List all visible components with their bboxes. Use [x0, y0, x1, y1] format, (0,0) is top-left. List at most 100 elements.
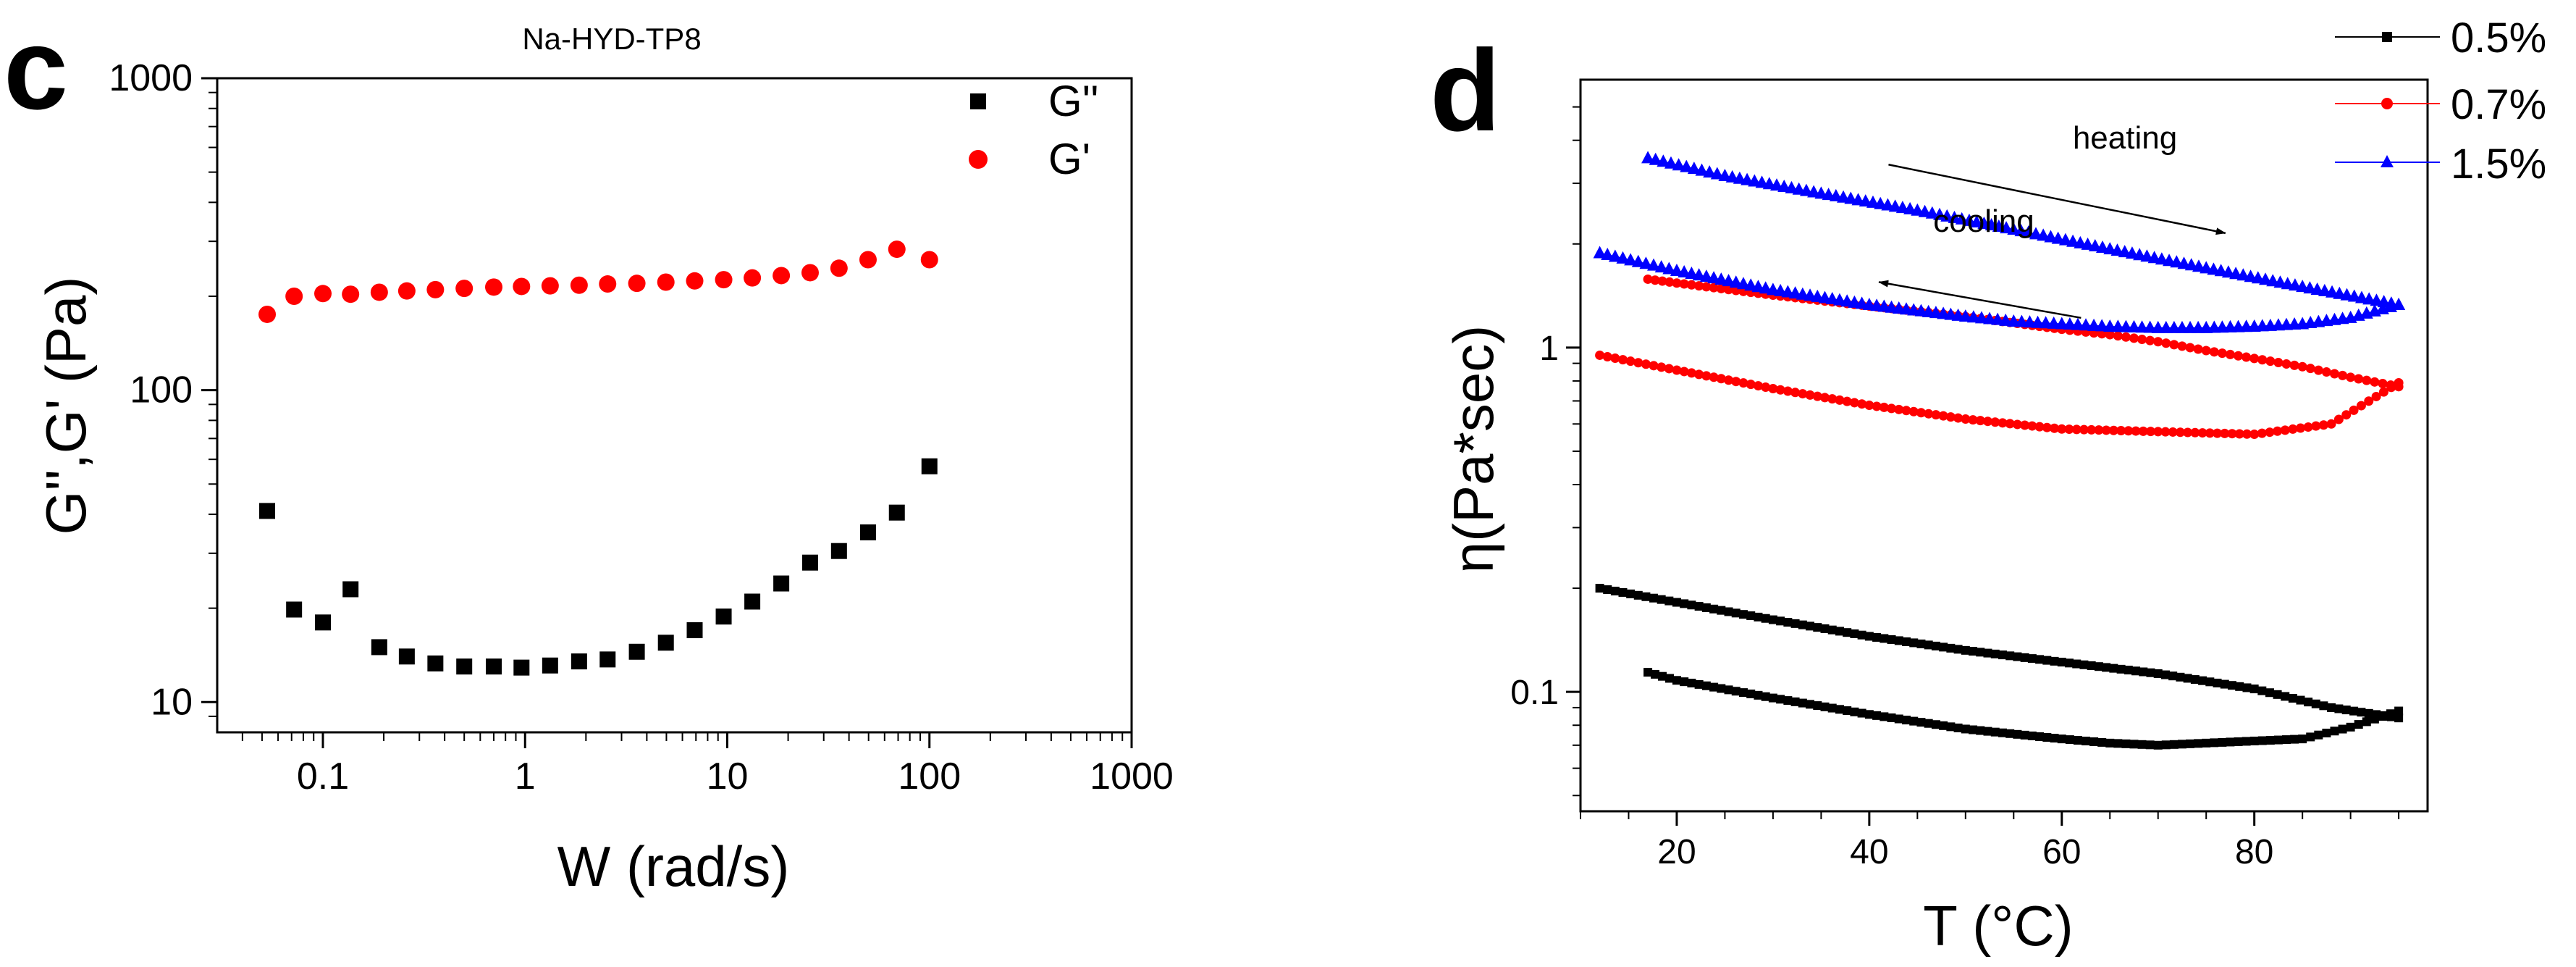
chart-d-point-0 [2386, 709, 2396, 719]
chart-c-y-tick-label: 10 [151, 681, 193, 723]
legend-c-marker-gpp [970, 93, 986, 109]
chart-d-point-2 [1641, 151, 1655, 164]
chart-d-point-1 [2273, 358, 2284, 368]
chart-d-point-1 [2087, 424, 2097, 435]
chart-d-point-1 [2205, 428, 2215, 438]
chart-d-point-0 [1813, 623, 1822, 632]
chart-d-point-0 [1887, 635, 1896, 644]
chart-d-point-2 [1593, 246, 1607, 259]
chart-c-point-gpp [542, 657, 558, 674]
chart-d-point-2 [2352, 308, 2365, 321]
chart-d-point-2 [1687, 162, 1701, 175]
chart-d-point-1 [2346, 372, 2356, 382]
chart-d-point-1 [2362, 375, 2372, 385]
chart-d-point-0 [2190, 675, 2200, 685]
chart-d-point-2 [2273, 275, 2287, 288]
chart-d-point-2 [1657, 154, 1670, 167]
chart-c-point-gpp [801, 554, 818, 571]
chart-d-point-2 [2155, 252, 2168, 265]
chart-d-point-0 [2282, 735, 2291, 745]
chart-d-point-0 [1850, 707, 1859, 716]
chart-c-x-tick-label: 1000 [1090, 755, 1174, 798]
chart-d-point-0 [2102, 663, 2111, 672]
chart-c-point-gpp [773, 575, 790, 592]
chart-c-point-gp [485, 278, 503, 296]
chart-d-point-1 [2354, 374, 2364, 384]
chart-d-point-0 [1701, 603, 1711, 612]
chart-c-point-gp [715, 271, 733, 289]
chart-d-point-2 [2081, 237, 2095, 250]
chart-d-point-1 [1916, 408, 1926, 418]
chart-d-point-0 [2153, 740, 2163, 750]
chart-d-point-1 [2338, 370, 2348, 380]
chart-d-point-0 [2035, 655, 2045, 664]
chart-d-point-1 [2280, 425, 2290, 435]
chart-d-point-0 [2097, 737, 2107, 747]
chart-d-point-0 [1931, 641, 1940, 650]
chart-d-point-2 [2037, 228, 2050, 241]
chart-d-point-1 [2012, 419, 2022, 430]
chart-d-point-0 [1843, 628, 1852, 637]
legend-c-label-gp: G' [1048, 135, 1090, 183]
chart-d-point-2 [2271, 318, 2285, 331]
chart-c-point-gpp [315, 614, 332, 631]
chart-c-point-gpp [398, 648, 415, 665]
chart-d-point-0 [1761, 614, 1770, 623]
chart-d-point-1 [2242, 352, 2252, 362]
chart-d-point-1 [2160, 427, 2171, 437]
chart-d-point-1 [2094, 425, 2104, 435]
chart-d-point-0 [1603, 585, 1612, 595]
chart-d-point-0 [1731, 687, 1741, 696]
chart-d-point-2 [2360, 306, 2373, 319]
chart-d-point-0 [1961, 645, 1970, 655]
chart-d-point-0 [2273, 735, 2283, 745]
chart-d-y-tick-label: 0.1 [1510, 674, 1559, 712]
chart-d-point-0 [2145, 740, 2155, 750]
chart-d-point-0 [2327, 703, 2336, 712]
chart-d-point-2 [2118, 245, 2131, 258]
chart-d-point-0 [1664, 674, 1674, 683]
chart-d-point-1 [2394, 382, 2404, 392]
chart-d-point-0 [2394, 706, 2404, 716]
chart-d-point-0 [2226, 737, 2235, 747]
chart-c-x-tick-label: 10 [707, 755, 749, 798]
chart-d-point-1 [1709, 282, 1719, 293]
chart-d-point-1 [1650, 275, 1660, 285]
chart-d-point-1 [1602, 352, 1612, 362]
chart-d-point-1 [2311, 421, 2321, 431]
chart-d-point-0 [1643, 668, 1653, 677]
chart-d-point-0 [2311, 699, 2320, 708]
chart-d-point-2 [2344, 310, 2357, 323]
chart-c-title: Na-HYD-TP8 [522, 22, 701, 56]
chart-d-point-2 [2259, 272, 2273, 285]
chart-c-point-gpp [259, 503, 276, 519]
chart-d-point-0 [2330, 727, 2339, 736]
chart-d-point-1 [1679, 279, 1689, 289]
chart-d-point-1 [1643, 274, 1653, 284]
chart-d-point-0 [1754, 612, 1763, 621]
chart-c-point-gp [455, 280, 473, 298]
chart-d-point-0 [1953, 723, 1963, 732]
chart-d-point-1 [1595, 350, 1605, 360]
chart-d-point-0 [2349, 706, 2359, 716]
chart-c-point-gpp [686, 622, 703, 639]
chart-d-point-2 [2328, 312, 2341, 325]
chart-d-point-0 [1939, 721, 1948, 730]
chart-c-point-gpp [599, 651, 616, 668]
chart-d-x-axis: 20 40 60 80 [1580, 811, 2400, 871]
chart-c-point-gpp [830, 543, 847, 559]
chart-d-point-2 [2103, 242, 2117, 255]
legend-d-label-0: 0.5% [2451, 14, 2546, 62]
chart-d-point-0 [2079, 660, 2089, 669]
chart-d-point-0 [1902, 637, 1911, 646]
chart-d-point-0 [1880, 712, 1889, 721]
chart-d-point-1 [2131, 426, 2141, 436]
chart-d-point-0 [2298, 734, 2307, 744]
chart-d-point-1 [2249, 353, 2260, 364]
chart-d-point-1 [2341, 410, 2352, 420]
chart-d-point-1 [1961, 414, 1971, 424]
chart-d-point-0 [1664, 596, 1674, 606]
chart-c-point-gpp [715, 608, 732, 625]
chart-c-point-gp [513, 277, 531, 296]
chart-d-point-1 [2020, 420, 2030, 430]
